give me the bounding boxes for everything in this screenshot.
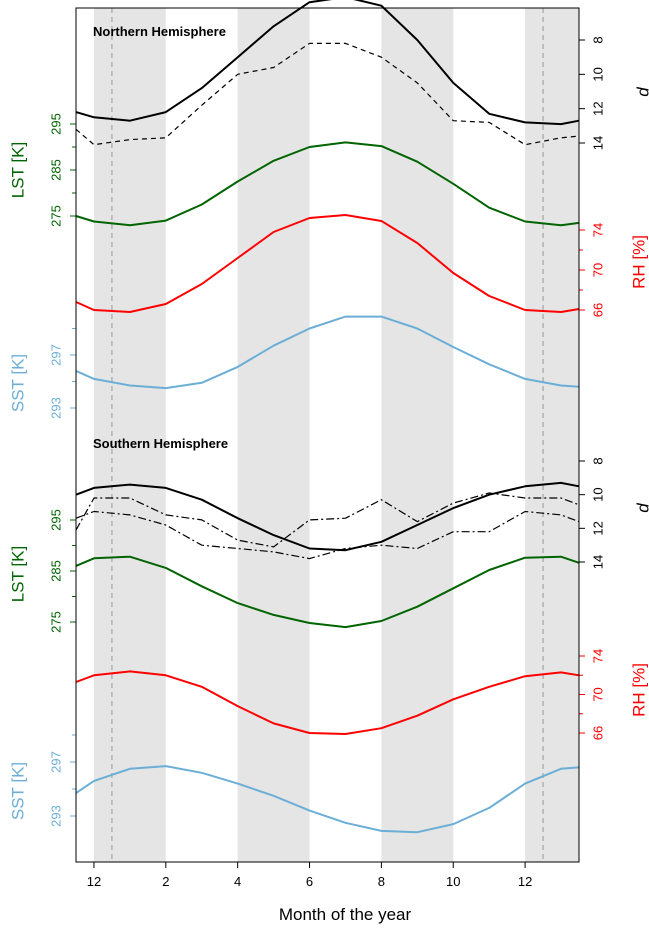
series-lst-p1: [75, 555, 580, 629]
lst-tick-label-p0-2: 275: [49, 205, 64, 227]
panel-0: Northern Hemisphere 8 10 12 14 d 74 70 66 RH [%] 2…: [9, 0, 649, 419]
d-axis-title-p1: d: [634, 503, 649, 513]
series-rh-p0: [75, 214, 580, 313]
shaded-band-1: [237, 8, 310, 862]
panels: Northern Hemisphere 8 10 12 14 d 74 70 66 RH [%] 2…: [9, 0, 649, 834]
rh-axis-title-p1: RH [%]: [630, 663, 649, 717]
series-d_solid-p0: [75, 0, 580, 126]
x-tick-label-3: 6: [306, 874, 313, 889]
series-d_dashdot_upper-p1: [75, 492, 580, 548]
shaded-band-2: [381, 8, 454, 862]
d-tick-label-p0-3: 14: [591, 136, 606, 150]
d-axis-title-p0: d: [634, 87, 649, 97]
rh-tick-label-p1-1: 70: [591, 687, 606, 701]
sst-axis-title-p0: SST [K]: [9, 354, 28, 412]
lst-tick-label-p1-1: 285: [49, 560, 64, 582]
x-axis: 12 2 4 6 8 10 12: [87, 862, 532, 889]
lst-tick-label-p1-2: 275: [49, 611, 64, 633]
x-tick-label-2: 4: [234, 874, 241, 889]
series-d_dashed-p0: [75, 42, 580, 146]
plot-frame: [75, 7, 580, 863]
d-tick-label-p1-3: 14: [591, 555, 606, 569]
x-tick-label-5: 10: [446, 874, 460, 889]
d-tick-label-p1-0: 8: [591, 457, 606, 464]
sst-tick-label-p1-0: 297: [49, 751, 64, 773]
d-tick-label-p1-1: 10: [591, 487, 606, 501]
rh-tick-label-p0-2: 66: [591, 303, 606, 317]
x-tick-label-4: 8: [378, 874, 385, 889]
d-tick-label-p0-0: 8: [591, 36, 606, 43]
series-sst-p1: [75, 765, 580, 834]
rh-tick-label-p0-0: 74: [591, 223, 606, 237]
x-tick-label-6: 12: [518, 874, 532, 889]
lst-tick-label-p1-0: 295: [49, 509, 64, 531]
rh-axis-title-p0: RH [%]: [630, 235, 649, 289]
series-sst-p0: [75, 315, 580, 390]
series-d_dashdot_lower-p1: [75, 510, 580, 560]
lst-axis-title-p0: LST [K]: [9, 142, 28, 198]
d-tick-label-p0-2: 12: [591, 101, 606, 115]
x-axis-title: Month of the year: [279, 905, 412, 924]
dashed-vertical-lines: [111, 8, 544, 862]
lst-tick-label-p0-1: 285: [49, 159, 64, 181]
shaded-band-3: [525, 8, 579, 862]
d-tick-label-p0-1: 10: [591, 67, 606, 81]
x-tick-label-1: 2: [162, 874, 169, 889]
lst-axis-title-p1: LST [K]: [9, 546, 28, 602]
series-rh-p1: [75, 670, 580, 735]
shaded-band-0: [93, 8, 166, 862]
panel-title-1: Southern Hemisphere: [93, 436, 228, 451]
sst-axis-title-p1: SST [K]: [9, 762, 28, 820]
rh-tick-label-p1-0: 74: [591, 649, 606, 663]
sst-tick-label-p1-1: 293: [49, 805, 64, 827]
plot-border: [75, 7, 580, 863]
rh-tick-label-p1-2: 66: [591, 726, 606, 740]
series-lst-p0: [75, 141, 580, 227]
rh-tick-label-p0-1: 70: [591, 263, 606, 277]
x-tick-label-0: 12: [87, 874, 101, 889]
sst-tick-label-p0-1: 293: [49, 397, 64, 419]
d-tick-label-p1-2: 12: [591, 521, 606, 535]
panel-title-0: Northern Hemisphere: [93, 24, 226, 39]
sst-tick-label-p0-0: 297: [49, 344, 64, 366]
lst-tick-label-p0-0: 295: [49, 113, 64, 135]
series-d_solid-p1: [75, 481, 580, 552]
